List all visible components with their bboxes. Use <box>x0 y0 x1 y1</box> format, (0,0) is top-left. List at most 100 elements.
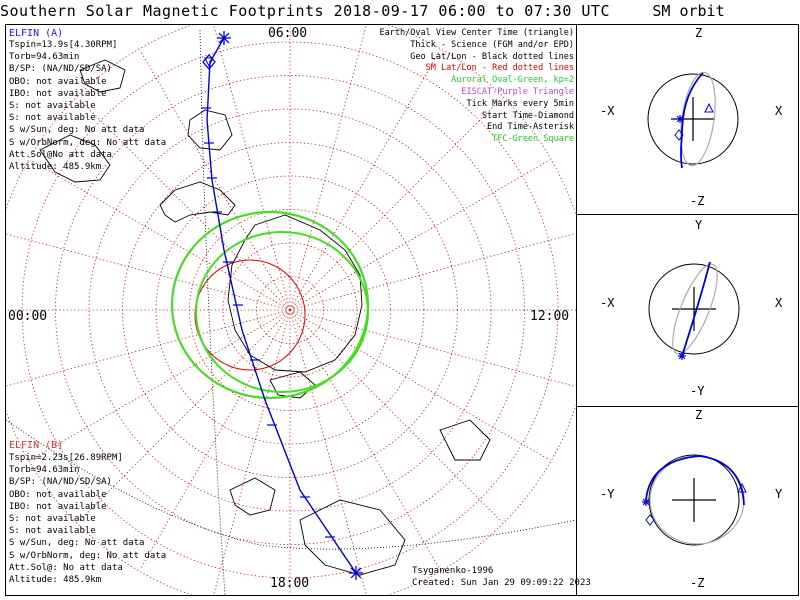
sm-lat-lon-grid <box>6 25 576 595</box>
clock-label-left: 00:00 <box>8 309 48 324</box>
orbit-asterisk <box>678 352 686 360</box>
elfin-a-line: B/SP: (NA/ND/SD/SA) <box>9 64 112 75</box>
elfin-b-line: S w/Sun, deg: No att data <box>9 538 145 549</box>
auroral-oval-inner <box>195 231 369 393</box>
sm-lon-line <box>289 25 367 311</box>
sm-lon-line <box>289 159 551 311</box>
geo-parallel-line <box>5 419 577 550</box>
elfin-a-line: Tspin=13.9s[4.30RPM] <box>9 40 118 50</box>
sm-axis-label-right: X <box>775 104 783 118</box>
legend-item: Auroral Oval-Green, kp=2 <box>451 75 574 86</box>
sm-axis-label-top: Z <box>695 408 703 422</box>
elfin-a-line: S w/OrbNorm, deg: No att data <box>9 137 167 148</box>
orbit-track <box>681 261 711 357</box>
elfin-a-line: IBO: not available <box>9 88 107 99</box>
earth-circle <box>648 263 740 355</box>
elfin-b-line: IBO: not available <box>9 501 107 512</box>
sm-lon-line <box>289 309 503 523</box>
legend-item: Geo Lat/Lon - Black dotted lines <box>410 51 574 62</box>
elfin-b-line: Torb=94.63min <box>9 465 80 476</box>
clock-label-right: 12:00 <box>530 309 570 324</box>
elfin-b-line: S: not available <box>9 526 96 537</box>
earth-circle <box>648 454 740 546</box>
legend-item: Earth/Oval View Center Time (triangle) <box>379 28 574 38</box>
orbit-asterisk <box>676 115 684 123</box>
elfin-b-line: Altitude: 485.9km <box>9 575 102 585</box>
clock-label-bottom: 18:00 <box>270 576 310 591</box>
elfin-b-line: Tspin=2.23s[26.89RPM] <box>9 453 123 463</box>
sm-lon-line <box>289 232 576 311</box>
landmass-coast <box>39 134 111 183</box>
sm-panel-frame-3 <box>576 406 799 596</box>
landmass-coast <box>187 109 233 151</box>
legend-item: TFC-Green Square <box>492 134 574 145</box>
view-center-triangle <box>204 57 214 68</box>
sm-axis-label-bottom: -Y <box>690 384 705 398</box>
sm-axis-label-right: Y <box>775 487 783 501</box>
elfin-a-line: S: not available <box>9 113 96 124</box>
sm-orbit-plots <box>642 71 747 546</box>
created-timestamp: Created: Sun Jan 29 09:09:22 2023 <box>412 578 591 588</box>
sm-pole-circle <box>194 259 306 371</box>
geo-lat-lon-lines <box>5 29 577 596</box>
elfin-a-line: OBO: not available <box>9 76 107 87</box>
antarctica-coast <box>227 214 363 373</box>
sm-axis-label-bottom: -Z <box>690 194 705 208</box>
start-diamond <box>202 54 216 70</box>
auroral-oval <box>170 210 370 400</box>
orbit-track <box>680 72 704 169</box>
elfin-a-line: Att.Sol@No att data <box>9 149 112 160</box>
sm-axis-label-top: Y <box>695 218 703 232</box>
footprint-trace <box>201 31 363 580</box>
end-asterisk <box>218 32 230 44</box>
sm-axis-label-top: Z <box>695 26 703 40</box>
sm-lon-line <box>289 49 441 311</box>
orbit-diamond <box>645 514 655 526</box>
elfin-b-line: OBO: not available <box>9 489 107 500</box>
sm-axis-label-right: X <box>775 296 783 310</box>
sm-lat-circle <box>21 41 559 579</box>
sm-axis-label-left: -X <box>600 104 615 118</box>
trace-line <box>206 37 357 574</box>
elfin-a-line: S w/Sun, deg: No att data <box>9 125 145 136</box>
clock-label-top: 06:00 <box>268 26 308 41</box>
elfin-a-title: ELFIN (A) <box>9 28 64 39</box>
sm-lon-line <box>289 309 441 571</box>
sm-axis-label-left: -X <box>600 296 615 310</box>
legend-item: EISCAT-Purple Triangle <box>461 87 574 97</box>
landmass-coast <box>159 181 236 223</box>
elfin-a-line: Altitude: 485.9km <box>9 162 102 172</box>
sm-axis-label-left: -Y <box>600 487 615 501</box>
elfin-b-line: S: not available <box>9 514 96 524</box>
legend-item: Thick - Science (FGM and/or EPD) <box>410 39 574 50</box>
elfin-a-line: Torb=94.63min <box>9 52 80 63</box>
africa-coast <box>299 499 406 576</box>
sm-axis-label-bottom: -Z <box>690 576 705 590</box>
landmass-coast <box>439 419 491 461</box>
sm-lon-line <box>29 309 291 461</box>
sm-lon-line <box>139 309 291 571</box>
orbit-triangle <box>737 482 747 493</box>
sm-lon-line <box>213 309 291 595</box>
orbit-triangle <box>704 102 714 113</box>
sm-orbit-title: SM orbit <box>652 2 725 20</box>
legend-item: Tick Marks every 5min <box>466 98 574 109</box>
elfin-b-line: S w/OrbNorm, deg: No att data <box>9 550 167 561</box>
orbit-track <box>645 455 745 506</box>
sm-lon-line <box>77 309 291 523</box>
model-label: Tsyganenko-1996 <box>412 566 494 576</box>
elfin-b-title: ELFIN (B) <box>9 440 64 451</box>
orbit-ring <box>672 263 718 355</box>
elfin-a-line: S: not available <box>9 101 96 111</box>
coastline <box>39 59 491 576</box>
landmass-coast <box>79 59 126 93</box>
sm-lon-line <box>289 97 503 311</box>
legend-item: SM Lat/Lon - Red dotted lines <box>425 63 574 74</box>
auroral-oval-outer <box>170 210 370 400</box>
sm-lon-line <box>289 309 551 461</box>
legend-item: Start Time-Diamond <box>481 110 574 121</box>
elfin-b-line: Att.Sol@: No att data <box>9 562 123 573</box>
sm-lat-circle <box>55 75 525 545</box>
sm-panel-frame-2 <box>576 214 799 407</box>
